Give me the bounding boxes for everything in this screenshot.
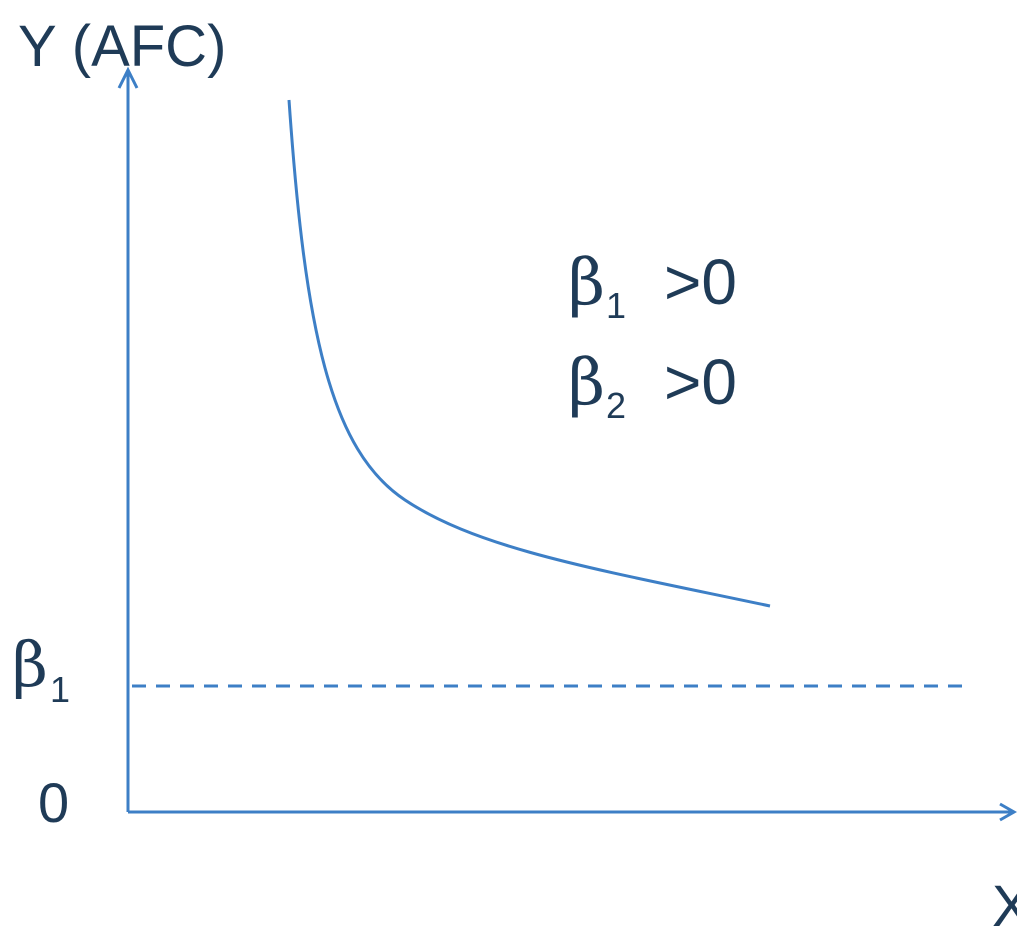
condition-beta1-symbol: β [568, 246, 605, 320]
condition-beta2-relation: >0 [664, 346, 737, 418]
condition-beta1-relation: >0 [664, 246, 737, 318]
beta1-axis-subscript: 1 [50, 669, 70, 710]
x-axis-label: X [992, 874, 1017, 932]
condition-beta2-subscript: 2 [606, 385, 626, 426]
condition-beta1-subscript: 1 [606, 285, 626, 326]
origin-label: 0 [38, 771, 69, 834]
y-axis-arrowhead [117, 66, 139, 89]
condition-beta1: β 1 >0 [568, 246, 737, 326]
condition-beta2-symbol: β [568, 346, 605, 420]
condition-beta2: β 2 >0 [568, 346, 737, 426]
afc-curve [287, 99, 771, 608]
beta1-axis-symbol: β [12, 628, 48, 701]
x-axis-arrowhead [999, 802, 1017, 822]
beta1-axis-label: β 1 [12, 628, 70, 710]
y-axis-label: Y (AFC) [18, 14, 226, 79]
